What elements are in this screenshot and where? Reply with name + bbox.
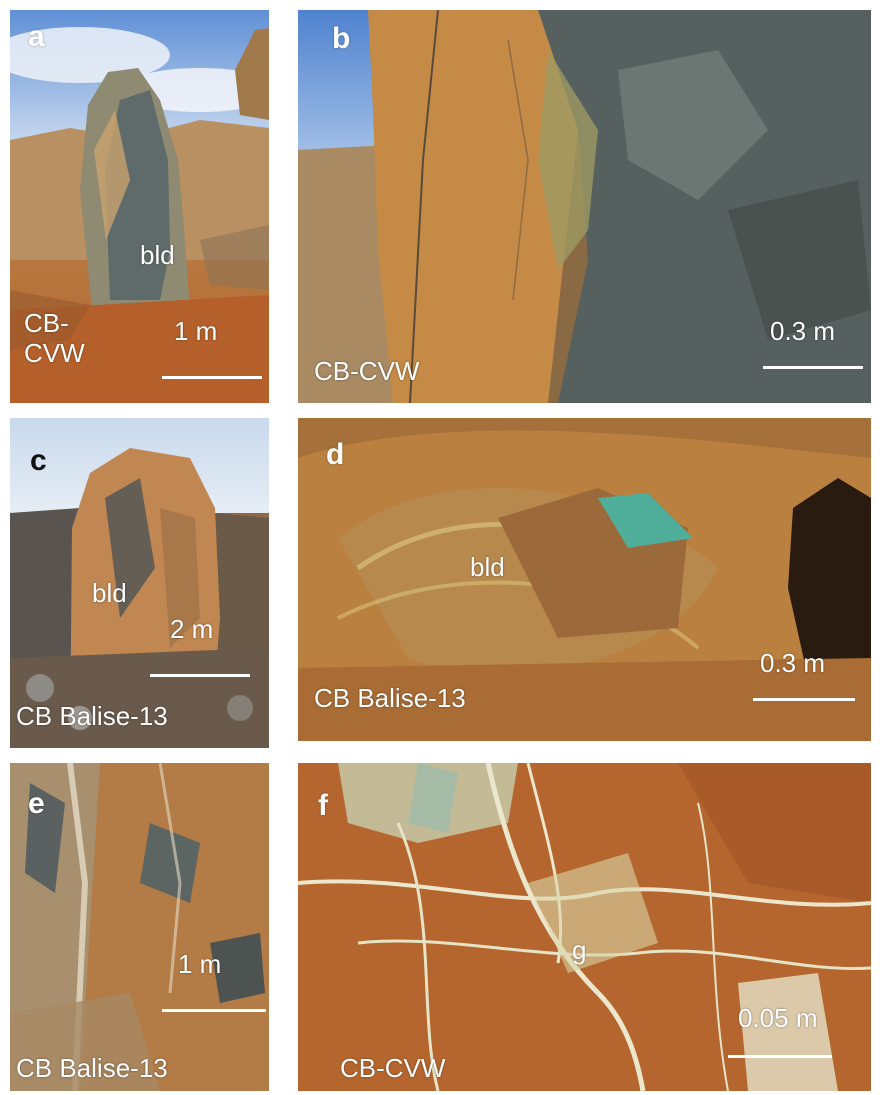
site-caption-a-line1: CB- — [24, 308, 69, 338]
panel-letter-c: c — [30, 444, 47, 477]
scale-bar-e — [162, 1009, 266, 1012]
photo-panel-c: c bld 2 m CB Balise-13 — [10, 418, 269, 748]
site-caption-d: CB Balise-13 — [314, 683, 466, 713]
site-caption-b: CB-CVW — [314, 356, 420, 386]
outcrop-photo-c — [10, 418, 269, 748]
photo-panel-e: e 1 m CB Balise-13 — [10, 763, 269, 1091]
scale-bar-c — [150, 674, 250, 677]
panel-letter-f: f — [318, 789, 328, 822]
scale-bar-f — [728, 1055, 832, 1058]
scale-bar-a — [162, 376, 262, 379]
outcrop-photo-e — [10, 763, 269, 1091]
site-caption-a-line2: CVW — [24, 338, 85, 368]
scale-label-f: 0.05 m — [738, 1003, 818, 1033]
photo-panel-a: a bld CB- CVW 1 m — [10, 10, 269, 403]
bld-label: bld — [470, 552, 505, 582]
outcrop-photo-a — [10, 10, 269, 403]
panel-letter-e: e — [28, 787, 45, 820]
panel-letter-a: a — [28, 20, 45, 53]
outcrop-photo-b — [298, 10, 871, 403]
scale-label-a: 1 m — [174, 316, 218, 346]
outcrop-photo-f — [298, 763, 871, 1091]
scale-label-c: 2 m — [170, 614, 214, 644]
scale-label-d: 0.3 m — [760, 648, 826, 678]
scale-label-e: 1 m — [178, 949, 222, 979]
site-caption-c: CB Balise-13 — [16, 701, 168, 731]
scale-label-b: 0.3 m — [770, 316, 836, 346]
photo-panel-d: d bld 0.3 m CB Balise-13 — [298, 418, 871, 741]
g-label: g — [572, 935, 587, 965]
panel-letter-d: d — [326, 438, 345, 471]
site-caption-e: CB Balise-13 — [16, 1053, 168, 1083]
panel-letter-b: b — [332, 22, 351, 55]
photo-panel-b: b CB-CVW 0.3 m — [298, 10, 871, 403]
photo-panel-f: f g 0.05 m CB-CVW — [298, 763, 871, 1091]
outcrop-photo-d — [298, 418, 871, 741]
site-caption-f: CB-CVW — [340, 1053, 446, 1083]
bld-label: bld — [140, 240, 175, 270]
bld-label: bld — [92, 578, 127, 608]
scale-bar-b — [763, 366, 863, 369]
scale-bar-d — [753, 698, 855, 701]
